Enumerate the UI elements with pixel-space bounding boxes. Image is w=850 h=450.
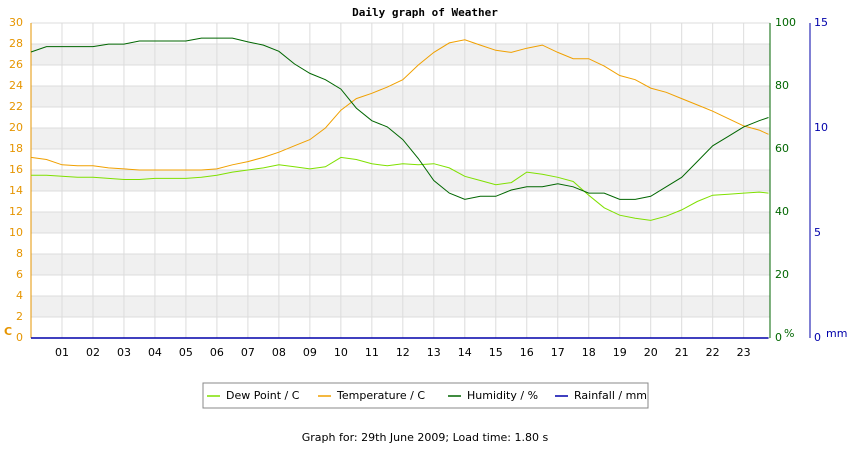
y2-tick-label: 60	[775, 142, 789, 155]
legend-label: Temperature / C	[336, 389, 425, 402]
footer: Graph for: 29th June 2009; Load time: 1.…	[302, 431, 549, 444]
y-axis-unit: C	[4, 325, 12, 338]
x-tick-label: 21	[675, 346, 689, 359]
y-tick-label: 18	[9, 142, 23, 155]
y-tick-label: 14	[9, 184, 23, 197]
y2-tick-label: 40	[775, 205, 789, 218]
y-tick-label: 0	[16, 331, 23, 344]
legend-box	[202, 382, 649, 409]
y-tick-label: 22	[9, 100, 23, 113]
y-tick-label: 26	[9, 58, 23, 71]
y-tick-label: 8	[16, 247, 23, 260]
x-tick-label: 19	[613, 346, 627, 359]
y3-tick-label: 10	[814, 121, 828, 134]
x-tick-label: 02	[86, 346, 100, 359]
series-line	[30, 39, 769, 171]
x-tick-label: 01	[55, 346, 69, 359]
legend-label: Humidity / %	[467, 389, 538, 402]
x-tick-label: 05	[179, 346, 193, 359]
y2-tick-label: 100	[775, 16, 796, 29]
grid-band	[31, 254, 770, 275]
legend-label: Dew Point / C	[226, 389, 300, 402]
y3-axis-unit: mm	[826, 327, 847, 340]
y-tick-label: 12	[9, 205, 23, 218]
chart-title: Daily graph of Weather	[352, 6, 498, 19]
y2-tick-label: 20	[775, 268, 789, 281]
y-tick-label: 4	[16, 289, 23, 302]
x-tick-label: 15	[489, 346, 503, 359]
grid-band	[31, 86, 770, 107]
x-tick-label: 09	[303, 346, 317, 359]
grid-band	[31, 128, 770, 149]
x-tick-label: 23	[737, 346, 751, 359]
x-tick-label: 11	[365, 346, 379, 359]
y2-tick-label: 80	[775, 79, 789, 92]
y-tick-label: 24	[9, 79, 23, 92]
x-tick-label: 06	[210, 346, 224, 359]
y-tick-label: 28	[9, 37, 23, 50]
series-line	[31, 156, 769, 221]
x-tick-label: 10	[334, 346, 348, 359]
y-tick-label: 30	[9, 16, 23, 29]
y-tick-label: 2	[16, 310, 23, 323]
grid-band	[31, 44, 770, 65]
y-tick-label: 20	[9, 121, 23, 134]
x-tick-label: 03	[117, 346, 131, 359]
legend-label: Rainfall / mm	[574, 389, 647, 402]
x-tick-label: 17	[551, 346, 565, 359]
x-tick-label: 04	[148, 346, 162, 359]
x-tick-label: 22	[706, 346, 720, 359]
x-tick-label: 20	[644, 346, 658, 359]
grid-band	[31, 296, 770, 317]
grid-band	[31, 170, 770, 191]
y3-tick-label: 15	[814, 16, 828, 29]
y3-tick-label: 5	[814, 226, 821, 239]
x-tick-label: 18	[582, 346, 596, 359]
y2-axis-unit: %	[784, 327, 794, 340]
series-line	[30, 37, 769, 200]
grid-band	[31, 212, 770, 233]
x-tick-label: 08	[272, 346, 286, 359]
y-tick-label: 16	[9, 163, 23, 176]
y3-tick-label: 0	[814, 331, 821, 344]
x-tick-label: 07	[241, 346, 255, 359]
x-tick-label: 14	[458, 346, 472, 359]
y-tick-label: 10	[9, 226, 23, 239]
y2-tick-label: 0	[775, 331, 782, 344]
x-tick-label: 13	[427, 346, 441, 359]
x-tick-label: 16	[520, 346, 534, 359]
x-tick-label: 12	[396, 346, 410, 359]
y-tick-label: 6	[16, 268, 23, 281]
